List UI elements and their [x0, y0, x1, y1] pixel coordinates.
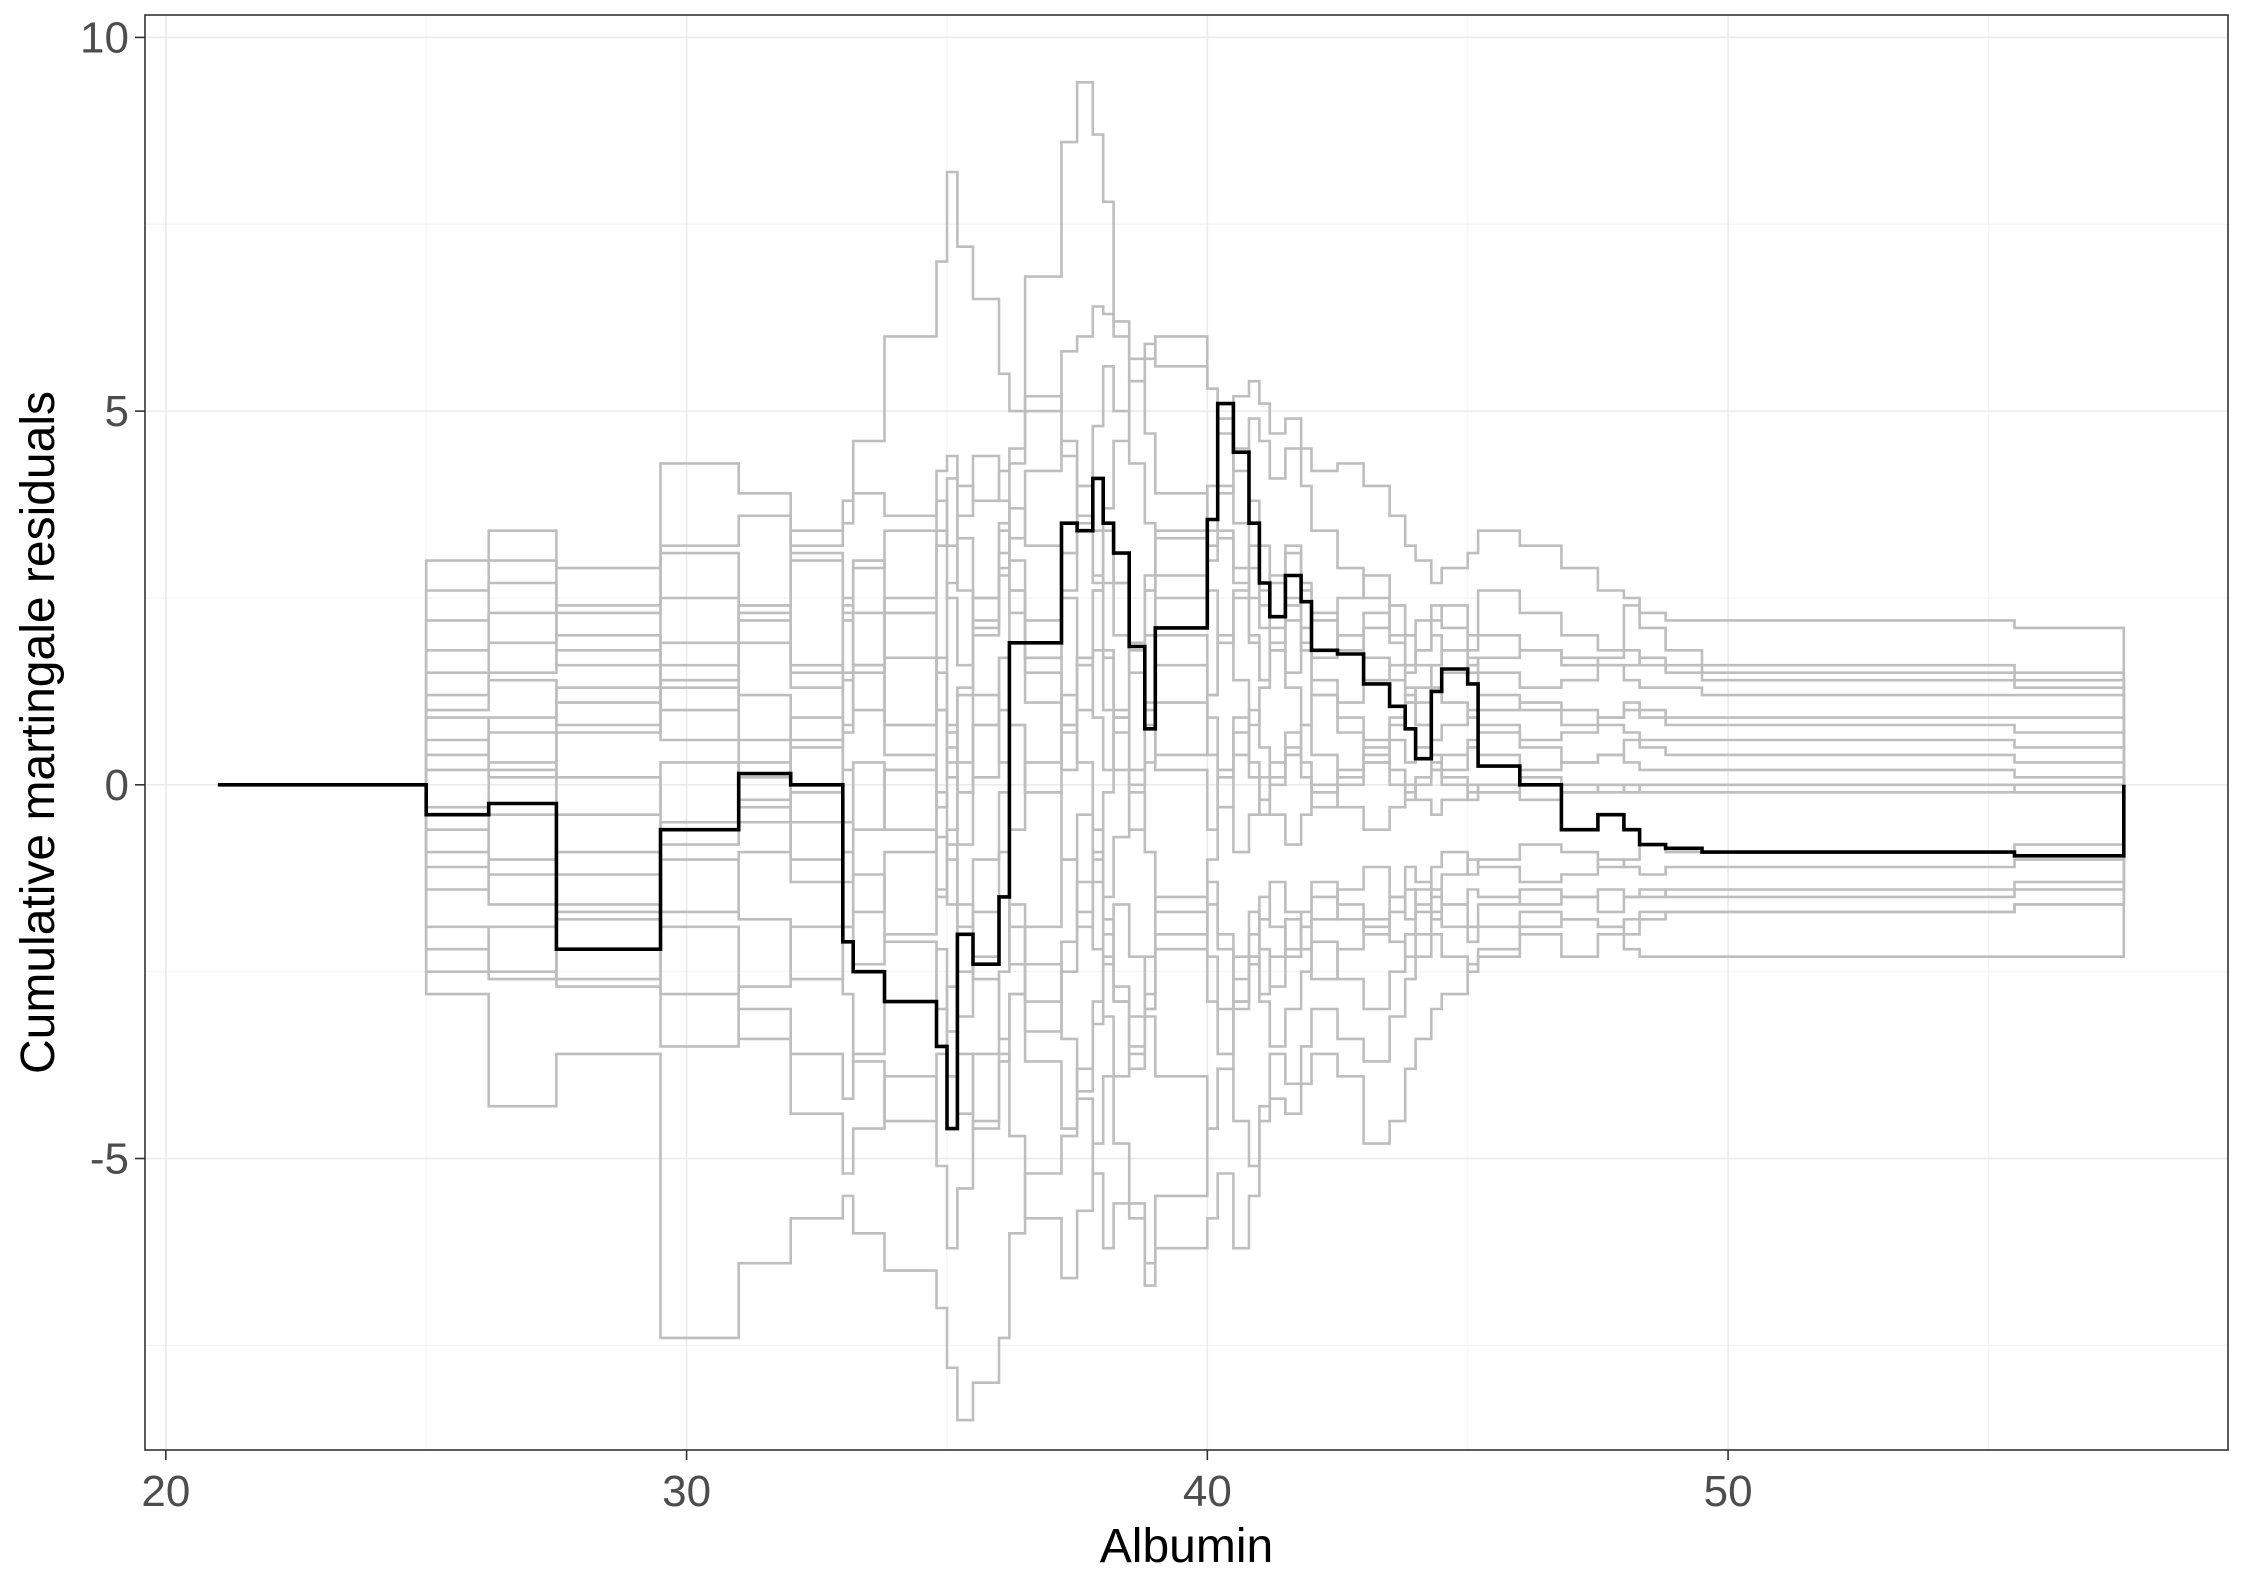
simulated-path-19 — [217, 723, 2126, 929]
y-tick-label: 10 — [80, 13, 129, 62]
y-tick-label: 5 — [105, 387, 129, 436]
simulated-path-13 — [217, 783, 2126, 1078]
panel-border — [144, 14, 2229, 1451]
y-tick-label: 0 — [105, 761, 129, 810]
x-axis-title: Albumin — [1100, 1520, 1273, 1573]
simulated-path-17 — [217, 693, 2124, 899]
x-tick-label: 40 — [1183, 1467, 1232, 1516]
observed-path — [217, 401, 2126, 1131]
y-axis: -5 0 5 10 — [80, 13, 145, 1184]
simulated-path-20 — [217, 589, 2126, 802]
simulated-path-3 — [217, 305, 2126, 787]
x-tick-label: 30 — [662, 1467, 711, 1516]
simulated-path-14 — [217, 641, 2126, 846]
x-tick-label: 50 — [1704, 1467, 1753, 1516]
simulated-path-18 — [217, 521, 2126, 794]
simulated-path-9 — [217, 783, 2126, 1280]
x-axis: 20 30 40 50 — [141, 1450, 1753, 1516]
x-tick-label: 20 — [141, 1467, 190, 1516]
simulated-path-12 — [217, 379, 2126, 787]
y-axis-title: Cumulative martingale residuals — [12, 391, 65, 1074]
simulated-path-15 — [217, 783, 2126, 1130]
observed-series — [217, 401, 2126, 1131]
y-tick-label: -5 — [90, 1135, 129, 1184]
